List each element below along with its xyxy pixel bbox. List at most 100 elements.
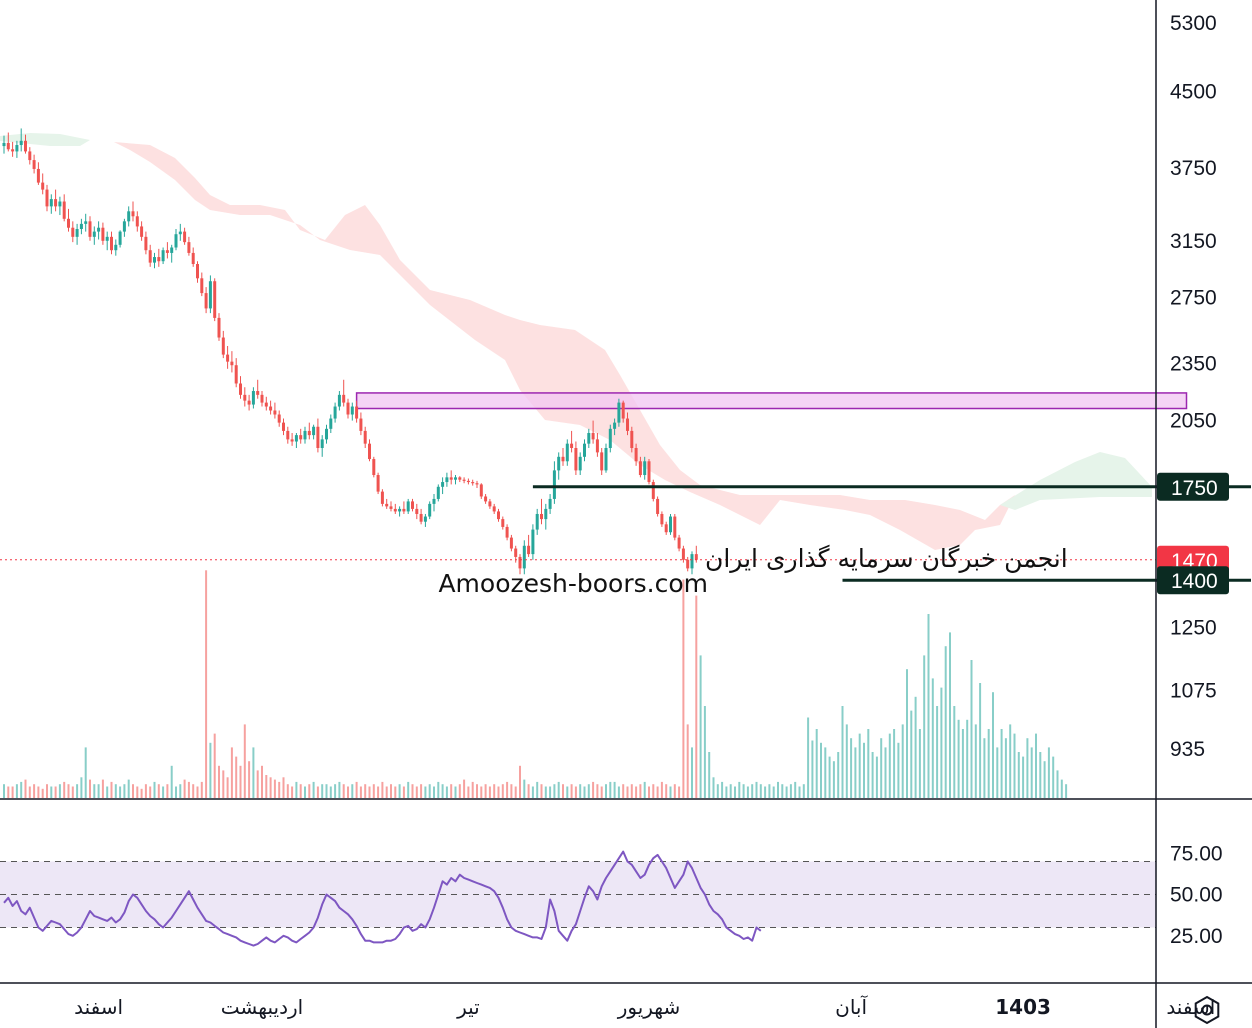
volume-bar xyxy=(617,786,620,798)
volume-bar xyxy=(850,738,853,798)
rsi-axis[interactable]: 75.00 50.00 25.00 xyxy=(1170,842,1223,948)
volume-bar xyxy=(721,781,724,798)
candle-body xyxy=(84,221,88,224)
volume-bar xyxy=(514,786,517,798)
candle-body xyxy=(694,554,698,560)
candle xyxy=(363,426,367,449)
volume-bar xyxy=(20,781,23,798)
candle-body xyxy=(385,503,389,507)
volume-bar xyxy=(906,669,908,798)
candle-body xyxy=(122,221,126,232)
candle-body xyxy=(454,477,457,480)
volume-bar xyxy=(566,786,569,798)
candle xyxy=(411,498,414,512)
price-tick-label: 935 xyxy=(1170,738,1205,761)
volume-bar xyxy=(824,747,827,798)
volume-bar xyxy=(385,786,388,798)
candle-body xyxy=(608,428,612,449)
candle xyxy=(423,513,427,527)
candle-body xyxy=(380,491,384,504)
time-axis[interactable]: اسفند اردیبهشت تیر شهریور آبان 1403 اسفند xyxy=(74,994,1215,1019)
volume-bar xyxy=(136,786,139,798)
volume-bar xyxy=(1017,752,1020,798)
volume-bar xyxy=(815,729,818,798)
volume-bar xyxy=(175,786,177,798)
candle xyxy=(312,424,316,440)
volume-bar xyxy=(678,786,681,798)
candle xyxy=(660,511,664,527)
volume-bar xyxy=(695,595,698,798)
volume-bar xyxy=(519,765,521,798)
candle xyxy=(445,472,449,487)
volume-bar xyxy=(140,788,143,798)
cloud-bullish-left xyxy=(0,133,90,146)
candle xyxy=(415,503,419,520)
candle-body xyxy=(574,448,578,471)
volume-bar xyxy=(377,786,380,798)
candle xyxy=(402,501,406,514)
volume-bar xyxy=(996,747,999,798)
volume-bar xyxy=(450,784,453,798)
candle xyxy=(144,231,148,255)
candle-body xyxy=(2,142,6,147)
candle xyxy=(153,252,156,269)
candle-body xyxy=(449,477,453,480)
candle xyxy=(346,398,350,419)
price-tag-label: 1400 xyxy=(1171,570,1218,593)
volume-bar xyxy=(411,784,414,798)
volume-bar xyxy=(716,784,719,798)
price-axis[interactable]: 5300 4500 3750 3150 2750 2350 2050 1250 1075 935 xyxy=(1170,12,1217,761)
candle-body xyxy=(415,508,419,514)
volume-bar xyxy=(127,779,130,798)
candle-body xyxy=(488,501,492,507)
candle-body xyxy=(669,516,672,533)
volume-bar xyxy=(742,784,745,798)
candle-body xyxy=(333,406,337,419)
candle-body xyxy=(458,477,462,480)
volume-bar xyxy=(424,786,427,798)
resistance-zone-rect[interactable] xyxy=(355,392,1188,410)
candle xyxy=(449,470,453,485)
volume-bar xyxy=(170,765,173,798)
volume-bar xyxy=(218,765,220,798)
candle-body xyxy=(342,394,346,403)
candle xyxy=(256,379,260,399)
volume-bar xyxy=(811,740,814,798)
volume-bar xyxy=(304,786,306,798)
candle-body xyxy=(505,526,509,538)
hexagon-settings-icon[interactable] xyxy=(1194,995,1220,1025)
price-candles xyxy=(2,128,698,575)
candle xyxy=(359,412,363,436)
candle xyxy=(617,398,621,427)
candle xyxy=(161,247,165,265)
volume-bar xyxy=(854,747,857,798)
candle-body xyxy=(135,216,139,227)
candle xyxy=(634,443,638,466)
candle xyxy=(372,456,376,478)
rsi-pane xyxy=(0,850,1156,947)
candle xyxy=(131,201,135,222)
volume-bar xyxy=(626,786,629,798)
candle-body xyxy=(643,461,647,476)
settings-button[interactable] xyxy=(1194,995,1220,1025)
resistance-zone[interactable] xyxy=(355,392,1188,410)
volume-bar xyxy=(192,784,195,798)
candle-body xyxy=(544,508,548,520)
candle xyxy=(183,227,187,245)
volume-bar xyxy=(910,710,913,798)
volume-bar xyxy=(1035,733,1037,798)
candle xyxy=(406,498,410,514)
volume-bar xyxy=(256,770,259,798)
volume-bar xyxy=(162,786,165,798)
cloud-bullish-right xyxy=(1000,452,1152,510)
candle-body xyxy=(372,459,376,476)
volume-bar xyxy=(471,781,474,798)
candle-body xyxy=(359,418,363,431)
candle-body xyxy=(303,430,307,440)
candle xyxy=(686,556,690,572)
volume-bar xyxy=(364,784,367,798)
volume-bar xyxy=(46,784,48,798)
candle xyxy=(501,516,505,530)
